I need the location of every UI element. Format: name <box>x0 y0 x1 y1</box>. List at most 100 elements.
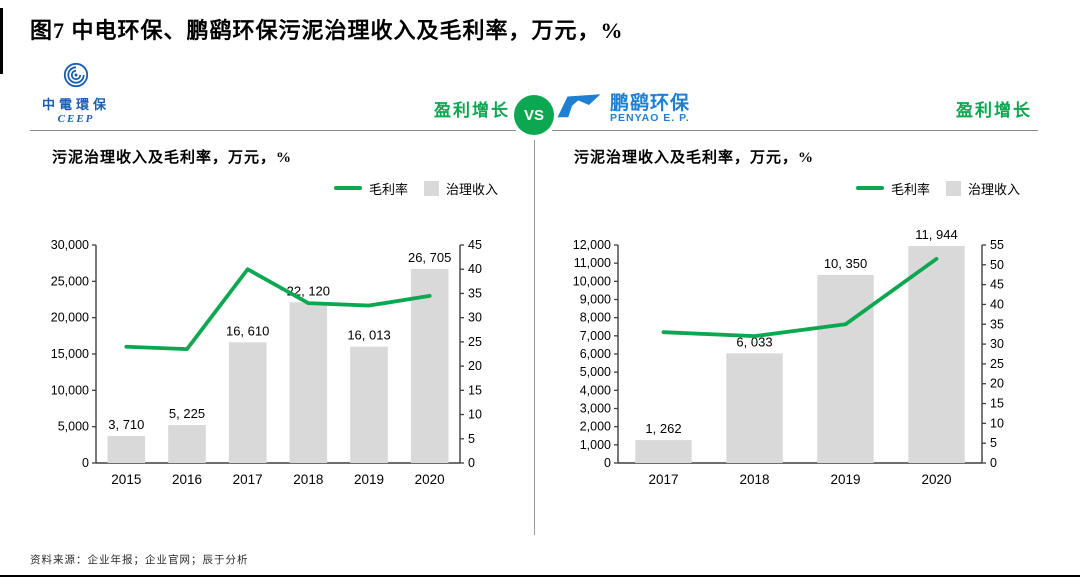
x-axis-label: 2017 <box>648 472 678 487</box>
profit-growth-label: 盈利增长 <box>434 101 510 120</box>
title-row: 图7 中电环保、鹏鹞环保污泥治理收入及毛利率，万元，% <box>0 0 1080 45</box>
comparison-panels: 中電環保 CEEP 盈利增长 污泥治理收入及毛利率，万元，% 毛利率 治理收入 … <box>0 62 1080 537</box>
right-axis-label: 20 <box>990 377 1004 391</box>
penyao-logo-en: PENYAO E. P. <box>610 112 690 125</box>
penyao-logo-text: 鹏鹞环保 PENYAO E. P. <box>610 92 691 125</box>
x-axis-label: 2018 <box>293 472 323 487</box>
bar <box>289 302 328 463</box>
box-swatch-icon <box>945 180 961 196</box>
left-axis-label: 11,000 <box>574 256 611 270</box>
x-axis-label: 2020 <box>415 472 445 487</box>
right-axis-label: 5 <box>468 432 475 446</box>
left-axis-label: 5,000 <box>580 365 611 379</box>
right-axis-label: 10 <box>990 416 1004 430</box>
line-swatch-icon <box>855 186 884 190</box>
bar-value-label: 16, 610 <box>226 323 269 338</box>
ceep-chart: 0 5,000 10,000 15,000 20,000 25,000 30,000 0 5 10… <box>51 238 482 487</box>
legend-item-margin: 毛利率 <box>855 179 930 198</box>
right-axis-label: 30 <box>468 311 482 325</box>
right-axis-label: 45 <box>990 278 1004 292</box>
right-axis-label: 20 <box>468 359 482 373</box>
right-axis-label: 15 <box>468 383 482 397</box>
bar <box>168 425 206 463</box>
penyao-logo-cn: 鹏鹞环保 <box>610 92 691 114</box>
panel-header-ceep: 中電環保 CEEP 盈利增长 <box>30 62 516 131</box>
page-edge-mark <box>0 8 3 74</box>
bottom-rule <box>0 575 1080 577</box>
x-axis-label: 2019 <box>354 472 384 487</box>
bar-value-label: 3, 710 <box>108 417 144 432</box>
left-axis-label: 10,000 <box>573 274 611 288</box>
penyao-swoosh-icon <box>556 93 602 125</box>
chart-subtitle: 污泥治理收入及毛利率，万元，% <box>574 150 815 166</box>
right-axis-label: 5 <box>990 436 997 450</box>
bar <box>908 246 965 463</box>
bar-value-label: 5, 225 <box>169 406 205 421</box>
right-axis-label: 40 <box>468 262 482 276</box>
right-axis-label: 0 <box>990 456 997 470</box>
ceep-logo-cn: 中電環保 <box>42 97 111 112</box>
bar-value-label: 16, 013 <box>347 328 390 343</box>
left-axis-label: 20,000 <box>51 311 89 325</box>
bar-value-label: 26, 705 <box>408 250 451 265</box>
panel-ceep: 中電環保 CEEP 盈利增长 污泥治理收入及毛利率，万元，% 毛利率 治理收入 … <box>30 62 516 537</box>
right-axis-label: 25 <box>990 357 1004 371</box>
legend-item-revenue: 治理收入 <box>423 179 498 198</box>
legend-label: 毛利率 <box>890 181 930 197</box>
left-axis-label: 8,000 <box>580 311 611 325</box>
left-axis-label: 2,000 <box>580 420 611 434</box>
chart-legend: 毛利率 治理收入 <box>30 179 498 197</box>
panel-header-penyao: 鹏鹞环保 PENYAO E. P. 盈利增长 <box>552 67 1038 131</box>
left-axis-label: 0 <box>604 456 611 470</box>
x-axis-label: 2020 <box>921 472 951 487</box>
left-axis-label: 5,000 <box>58 420 89 434</box>
right-axis-label: 0 <box>468 456 475 470</box>
right-axis-label: 30 <box>990 337 1004 351</box>
right-axis-label: 25 <box>468 335 482 349</box>
x-axis-label: 2017 <box>233 472 263 487</box>
right-axis-label: 10 <box>468 408 482 422</box>
bar-value-label: 6, 033 <box>736 334 772 349</box>
right-axis-label: 15 <box>990 397 1004 411</box>
penyao-logo: 鹏鹞环保 PENYAO E. P. <box>556 93 690 125</box>
left-axis-label: 25,000 <box>51 274 89 288</box>
left-axis-label: 1,000 <box>580 438 611 452</box>
left-axis-label: 12,000 <box>573 238 611 252</box>
x-axis-label: 2016 <box>172 472 202 487</box>
right-axis-label: 40 <box>990 297 1004 311</box>
divider-line <box>533 140 535 535</box>
panel-divider: VS <box>514 67 554 537</box>
legend-item-margin: 毛利率 <box>333 179 408 198</box>
ceep-logo: 中電環保 CEEP <box>42 61 110 125</box>
legend-item-revenue: 治理收入 <box>945 179 1020 198</box>
margin-line <box>661 256 939 339</box>
bar <box>107 436 146 463</box>
bar-value-label: 10, 350 <box>824 256 867 271</box>
bar <box>228 342 267 463</box>
left-axis-label: 7,000 <box>580 329 611 343</box>
bar-value-label: 11, 944 <box>915 229 957 242</box>
left-axis-label: 4,000 <box>580 383 611 397</box>
x-axis-label: 2015 <box>111 472 141 487</box>
right-axis-label: 45 <box>468 238 482 252</box>
right-axis-label: 55 <box>990 238 1004 252</box>
left-axis-label: 3,000 <box>580 402 611 416</box>
chart-legend: 毛利率 治理收入 <box>552 179 1020 197</box>
legend-label: 治理收入 <box>445 181 498 197</box>
legend-label: 毛利率 <box>368 181 408 197</box>
x-axis-label: 2019 <box>830 472 860 487</box>
figure-title: 图7 中电环保、鹏鹞环保污泥治理收入及毛利率，万元，% <box>30 18 624 43</box>
left-axis-label: 9,000 <box>580 293 611 307</box>
ceep-swirl-icon <box>62 61 90 94</box>
ceep-logo-en: CEEP <box>57 113 95 125</box>
bar-value-label: 1, 262 <box>645 421 681 436</box>
chart-subtitle: 污泥治理收入及毛利率，万元，% <box>52 150 293 166</box>
margin-line <box>124 267 432 352</box>
panel-penyao: 鹏鹞环保 PENYAO E. P. 盈利增长 污泥治理收入及毛利率，万元，% 毛… <box>552 67 1038 537</box>
line-swatch-icon <box>333 186 362 190</box>
right-axis-label: 35 <box>990 317 1004 331</box>
box-swatch-icon <box>423 180 439 196</box>
penyao-chart: 0 1,000 2,000 3,000 4,000 5,000 6,000 7,000 8,00… <box>573 229 1004 487</box>
legend-label: 治理收入 <box>967 181 1020 197</box>
bar <box>817 274 874 463</box>
